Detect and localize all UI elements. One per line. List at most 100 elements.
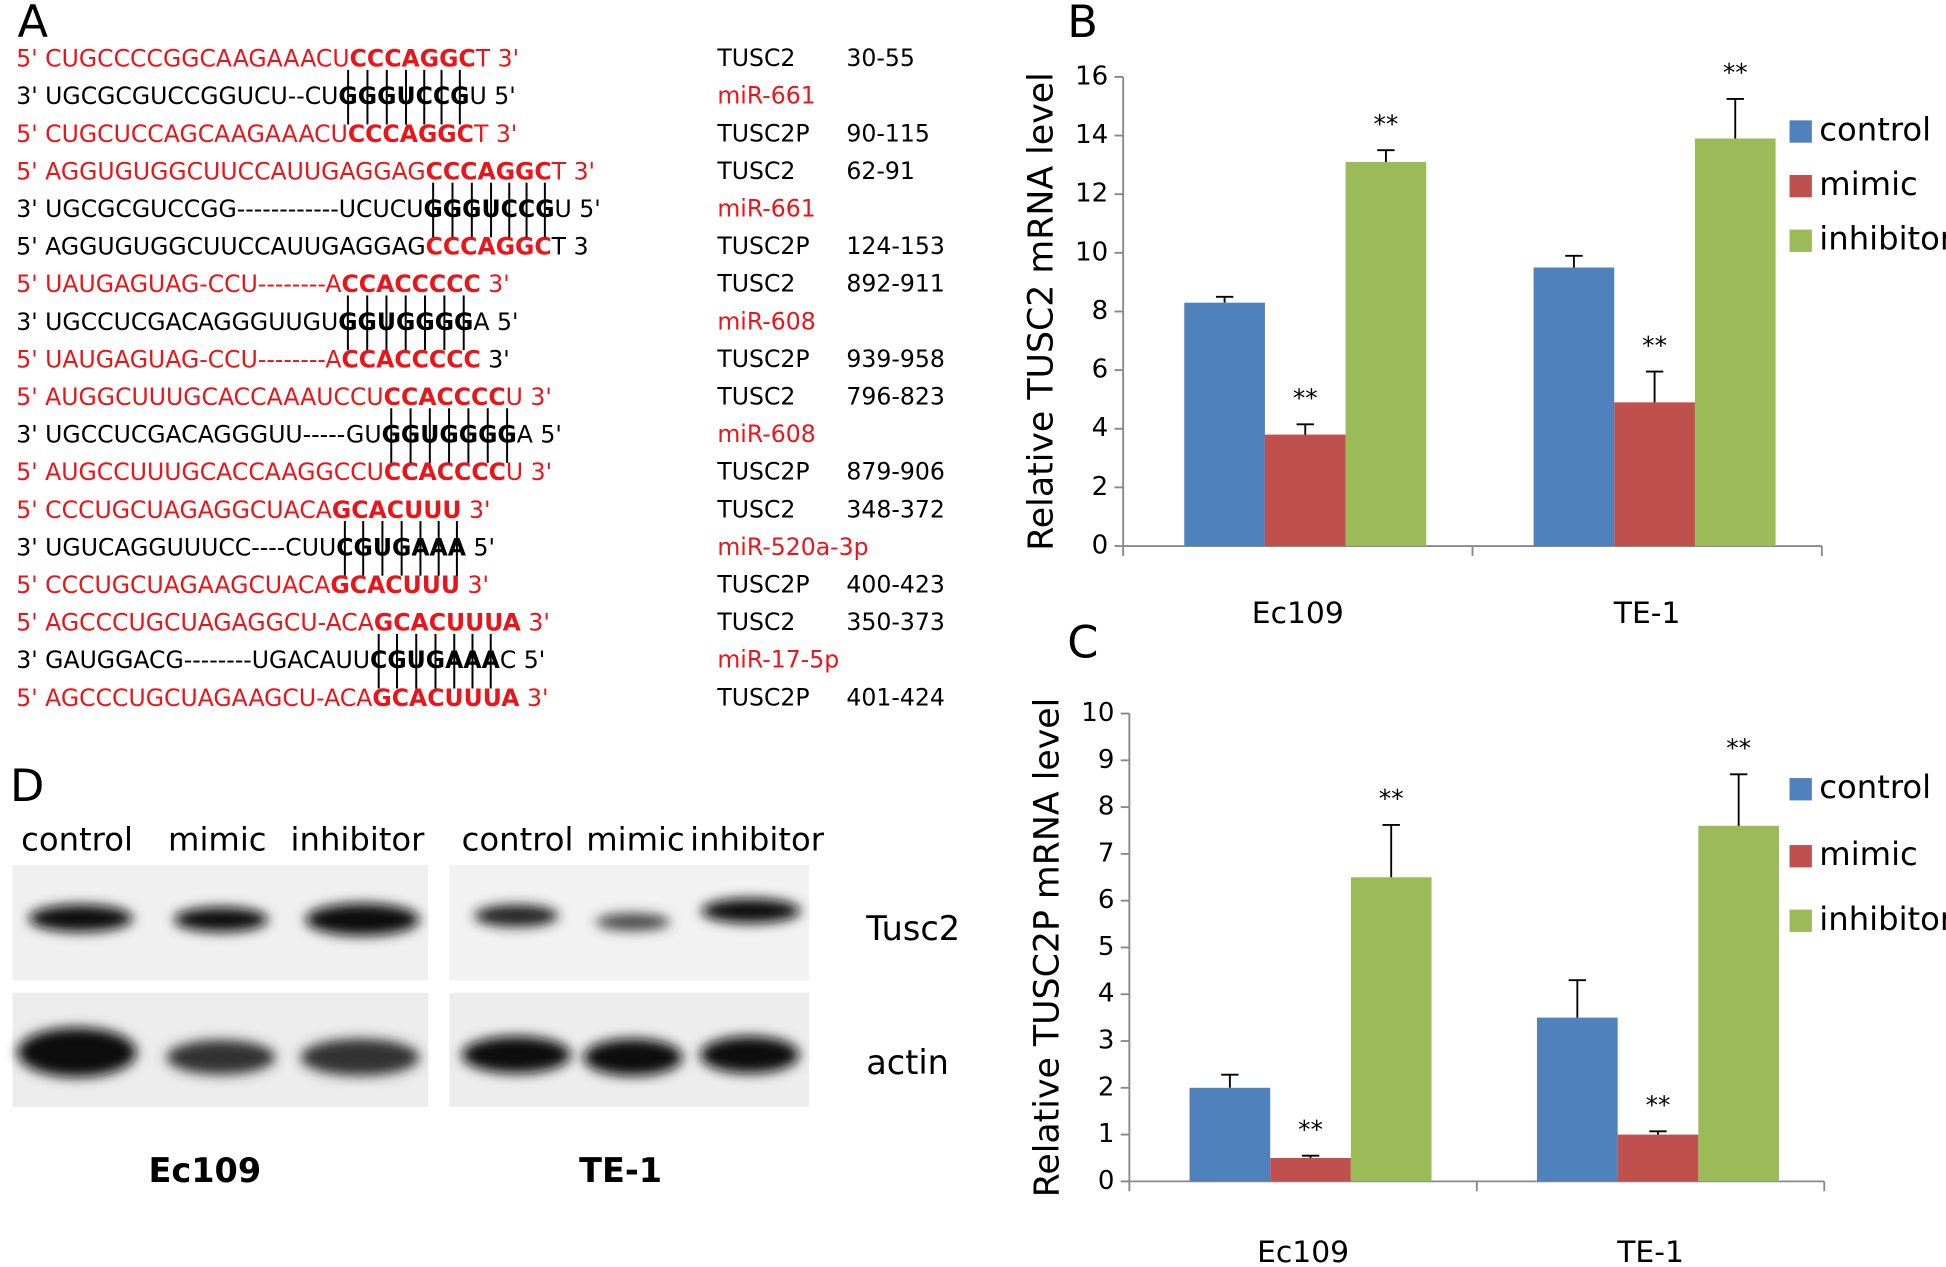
sequence: 5' AGGUGUGGCUUCCAUUGAGGAGCCCAGGCT 3 bbox=[16, 232, 588, 260]
y-tick-label: 4 bbox=[1092, 413, 1109, 443]
x-tick-label: TE-1 bbox=[1613, 596, 1681, 631]
x-tick-label: Ec109 bbox=[1252, 596, 1344, 631]
lane-label: inhibitor bbox=[291, 820, 426, 858]
sequence: 5' UAUGAGUAG-CCU--------ACCACCCCC 3' bbox=[16, 270, 510, 298]
legend-swatch bbox=[1789, 229, 1812, 252]
bar bbox=[1617, 1134, 1699, 1182]
sequence-segment: GCACUUU bbox=[332, 495, 462, 523]
y-tick-label: 4 bbox=[1098, 979, 1115, 1009]
target-label: TUSC2P bbox=[716, 119, 809, 147]
band bbox=[173, 907, 269, 932]
target-label: miR-17-5p bbox=[717, 646, 839, 674]
sequence-segment: 3' bbox=[461, 495, 490, 523]
sequence-segment: 5' CCCUGCUAGAGGCUACA bbox=[16, 495, 332, 523]
cell-line-label: Ec109 bbox=[149, 1151, 262, 1190]
significance: ** bbox=[1726, 734, 1751, 763]
sequence-segment: GCACUUUA bbox=[374, 608, 522, 636]
sequence: 5' CUGCUCCAGCAAGAAACUCCCAGGCT 3' bbox=[16, 119, 517, 147]
y-tick-label: 14 bbox=[1075, 120, 1108, 150]
band bbox=[699, 1036, 800, 1074]
sequence-segment: 5' CCCUGCUAGAAGCUACA bbox=[16, 570, 330, 598]
significance: ** bbox=[1646, 1090, 1671, 1119]
sequence-segment: CCCAGGC bbox=[348, 119, 474, 147]
sequence-segment: 3' UGCGCGUCCGGUCU--CU bbox=[16, 82, 338, 110]
legend-swatch bbox=[1789, 845, 1812, 868]
bands bbox=[17, 898, 801, 1078]
site-range: 892-911 bbox=[846, 270, 944, 298]
sequence-segment: CCACCCC bbox=[384, 458, 506, 486]
target-label: TUSC2 bbox=[716, 270, 795, 298]
site-range: 62-91 bbox=[846, 157, 914, 185]
sequence-segment: 3' GAUGGACG--------UGACAUU bbox=[16, 646, 370, 674]
band bbox=[595, 913, 671, 931]
sequence-segment: 5' bbox=[466, 533, 495, 561]
y-tick-label: 9 bbox=[1098, 745, 1115, 775]
y-axis-label: Relative TUSC2 mRNA level bbox=[1021, 72, 1061, 551]
lane-label: mimic bbox=[586, 820, 684, 858]
target-label: miR-661 bbox=[717, 82, 815, 110]
legend-swatch bbox=[1789, 174, 1812, 198]
bar bbox=[1537, 1017, 1618, 1182]
target-label: TUSC2P bbox=[716, 345, 809, 373]
sequence-segment: GCACUUUA bbox=[372, 683, 520, 711]
error-bar bbox=[1649, 1130, 1667, 1135]
band bbox=[300, 1038, 420, 1076]
lane-label: control bbox=[21, 820, 133, 858]
band bbox=[28, 904, 133, 932]
sequence-segment: 5' CUGCCCCGGCAAGAAACU bbox=[16, 44, 349, 72]
y-tick-label: 2 bbox=[1092, 472, 1109, 502]
band bbox=[166, 1039, 276, 1075]
bar bbox=[1533, 267, 1615, 547]
sequence-segment: CCCAGGC bbox=[350, 44, 476, 72]
sequence-segment: U 5' bbox=[470, 82, 516, 110]
sequence-segment: 3' UGCCUCGACAGGGUUGU bbox=[16, 307, 338, 335]
y-tick-label: 6 bbox=[1098, 885, 1115, 915]
legend-label: mimic bbox=[1819, 165, 1917, 203]
legend-label: mimic bbox=[1819, 835, 1917, 873]
sequence-segment: 3' bbox=[481, 345, 510, 373]
sequence-segment: A 5' bbox=[517, 420, 562, 448]
site-range: 796-823 bbox=[846, 382, 944, 410]
sequence: 5' AGGUGUGGCUUCCAUUGAGGAGCCCAGGCT 3' bbox=[16, 157, 595, 185]
cell-line-label: TE-1 bbox=[579, 1151, 662, 1190]
site-range: 90-115 bbox=[846, 119, 929, 147]
target-label: TUSC2 bbox=[716, 495, 795, 523]
bar bbox=[1614, 402, 1695, 547]
band-label: actin bbox=[866, 1043, 949, 1082]
panel-label: B bbox=[1067, 0, 1098, 48]
target-label: TUSC2 bbox=[716, 382, 795, 410]
significance: ** bbox=[1642, 331, 1667, 360]
sequence-segment: 5' UAUGAGUAG-CCU--------A bbox=[16, 270, 341, 298]
target-label: miR-608 bbox=[717, 307, 815, 335]
panel-label: C bbox=[1067, 616, 1098, 668]
band-label: Tusc2 bbox=[865, 909, 960, 948]
sequence-segment: 5' AGCCCUGCUAGAAGCU-ACA bbox=[16, 683, 372, 711]
band bbox=[17, 1027, 137, 1078]
site-range: 879-906 bbox=[846, 458, 944, 486]
sequence-segment: 3' UGCCUCGACAGGGUU-----GU bbox=[16, 420, 381, 448]
significance: ** bbox=[1374, 109, 1399, 138]
y-tick-label: 5 bbox=[1098, 932, 1115, 962]
sequence-segment: U 5' bbox=[555, 194, 601, 222]
error-bar bbox=[1301, 1154, 1320, 1158]
error-bar bbox=[1645, 370, 1664, 403]
bar bbox=[1184, 302, 1265, 547]
y-tick-label: 3 bbox=[1098, 1026, 1115, 1056]
sequence-segment: 5' CUGCUCCAGCAAGAAACU bbox=[16, 119, 348, 147]
sequence-segment: U 3' bbox=[506, 382, 552, 410]
target-label: TUSC2P bbox=[716, 232, 809, 260]
significance: ** bbox=[1298, 1115, 1323, 1144]
y-tick-label: 8 bbox=[1098, 792, 1115, 822]
sequence-segment: 5' AGGUGUGGCUUCCAUUGAGGAG bbox=[16, 157, 425, 185]
sequence-segment: CCACCCCC bbox=[342, 345, 481, 373]
sequence-segment: 3' bbox=[519, 683, 548, 711]
sequence: 5' AGCCCUGCUAGAGGCU-ACAGCACUUUA 3' bbox=[16, 608, 550, 636]
target-label: TUSC2 bbox=[716, 157, 795, 185]
y-tick-label: 6 bbox=[1092, 355, 1109, 385]
lane-label: control bbox=[462, 820, 574, 858]
error-bar bbox=[1729, 773, 1748, 826]
target-label: TUSC2P bbox=[716, 458, 809, 486]
significance: ** bbox=[1379, 784, 1404, 813]
sequence-segment: T 3' bbox=[473, 119, 517, 147]
